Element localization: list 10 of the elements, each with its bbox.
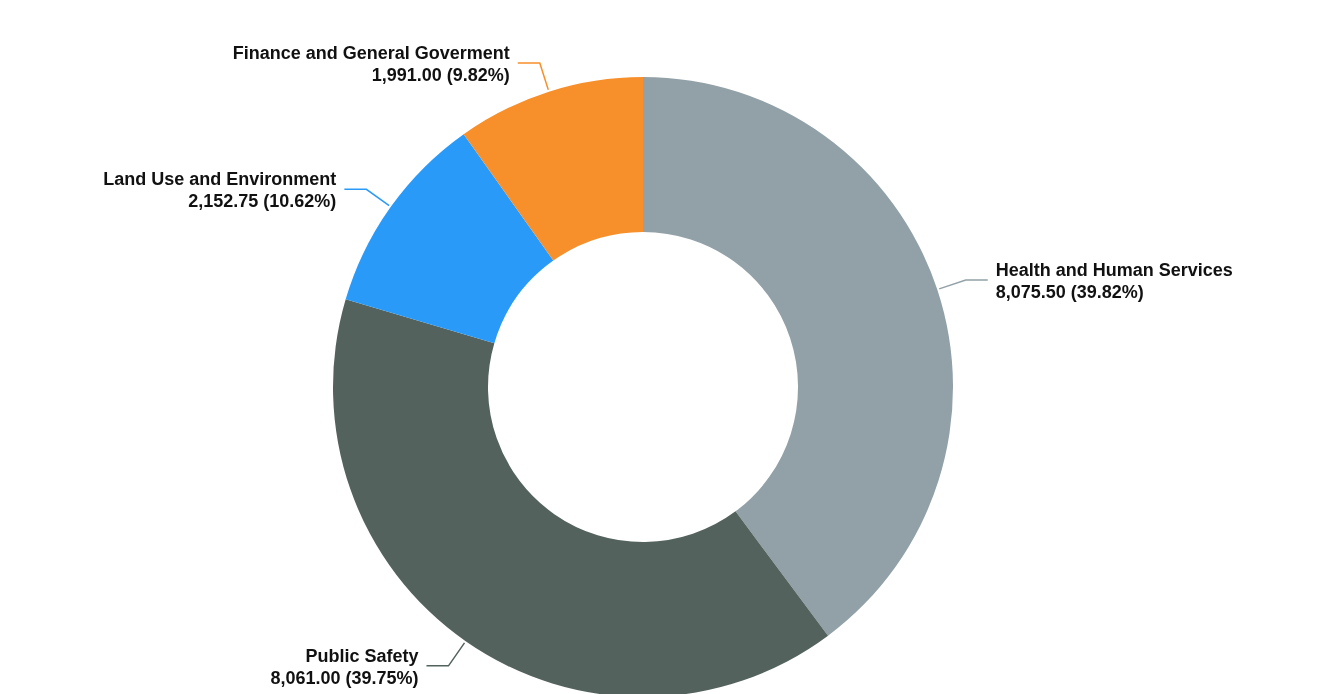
donut-slice xyxy=(643,77,953,636)
data-label: 1,991.00 (9.82%) xyxy=(371,65,510,86)
slice-label: Finance and General Goverment xyxy=(232,43,510,64)
data-label: 8,061.00 (39.75%) xyxy=(270,667,419,688)
slice-label: Health and Human Services xyxy=(995,260,1233,281)
slice-label: Public Safety xyxy=(305,645,419,666)
data-label: 8,075.50 (39.82%) xyxy=(995,282,1144,303)
donut-slice xyxy=(345,134,554,344)
data-label: 2,152.75 (10.62%) xyxy=(188,191,337,212)
slice-label: Land Use and Environment xyxy=(103,169,337,190)
